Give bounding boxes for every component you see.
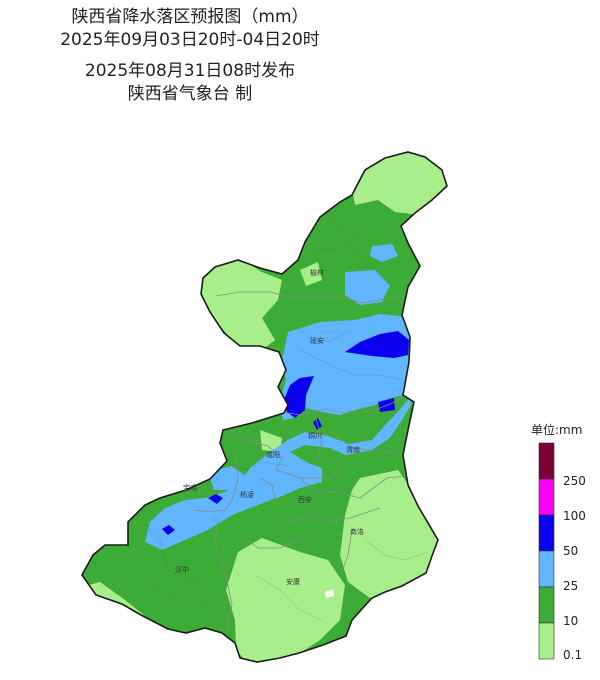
- legend-label-0.1: 0.1: [563, 648, 583, 662]
- map-title: 陕西省降水落区预报图（mm） 2025年09月03日20时-04日20时 202…: [0, 6, 380, 106]
- legend-swatch-50-100: [538, 514, 555, 552]
- legend-colorbar: [538, 442, 555, 660]
- title-line-1: 陕西省降水落区预报图（mm）: [71, 7, 309, 27]
- province-outline: [81, 151, 448, 663]
- legend-label-250: 250: [563, 474, 586, 488]
- legend-swatch-100-250: [538, 478, 555, 516]
- city-label-shangluo: 商洛: [350, 527, 364, 536]
- city-label-xianyang: 咸阳: [266, 450, 280, 459]
- title-line-2: 2025年09月03日20时-04日20时: [60, 30, 320, 50]
- city-label-yangling: 杨凌: [240, 490, 254, 499]
- legend-label-50: 50: [563, 544, 579, 558]
- city-label-yanan: 延安: [310, 336, 324, 345]
- city-label-ankang: 安康: [286, 577, 300, 586]
- city-label-hanzhong: 汉中: [175, 565, 189, 574]
- legend-swatch-gt250: [538, 442, 555, 480]
- city-boundaries: [194, 291, 406, 631]
- legend-swatch-10-25: [538, 586, 555, 624]
- legend-title: 单位:mm: [531, 423, 583, 437]
- city-label-xian: 西安: [298, 495, 312, 504]
- legend-swatch-0.1-10: [538, 622, 555, 660]
- county-boundaries: [139, 214, 429, 621]
- legend-label-25: 25: [563, 579, 579, 593]
- city-label-tongchuan: 铜川: [308, 431, 322, 440]
- title-line-3: 2025年08月31日08时发布: [84, 61, 296, 81]
- legend-swatch-25-50: [538, 550, 555, 588]
- legend-label-100: 100: [563, 509, 586, 523]
- legend-label-10: 10: [563, 614, 579, 628]
- city-label-baoji: 宝鸡: [183, 483, 197, 492]
- city-label-weinan: 渭南: [346, 445, 360, 454]
- precip-zone-25-50: [145, 244, 412, 550]
- no-rain-patch: [325, 589, 334, 598]
- title-line-4: 陕西省气象台 制: [127, 84, 253, 104]
- city-label-yulin: 榆林: [310, 268, 324, 277]
